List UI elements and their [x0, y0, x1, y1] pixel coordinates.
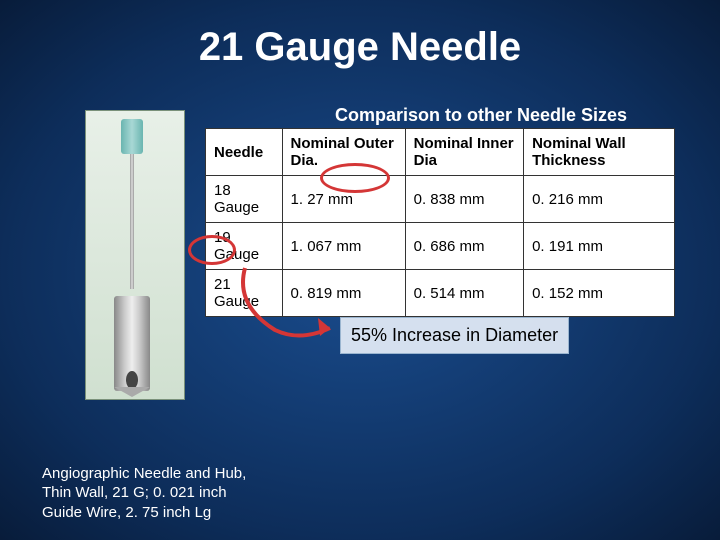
image-caption: Angiographic Needle and Hub, Thin Wall, …	[42, 464, 262, 523]
curved-arrow-icon	[230, 260, 350, 350]
cell: 0. 216 mm	[524, 176, 675, 223]
table-title: Comparison to other Needle Sizes	[335, 105, 675, 126]
header-inner-dia: Nominal Inner Dia	[405, 129, 523, 176]
cell: 0. 514 mm	[405, 270, 523, 317]
header-wall-thickness: Nominal Wall Thickness	[524, 129, 675, 176]
needle-illustration	[85, 110, 185, 400]
needle-hub	[121, 119, 143, 154]
cell: 0. 686 mm	[405, 223, 523, 270]
cell: 18 Gauge	[206, 176, 283, 223]
cell: 1. 27 mm	[282, 176, 405, 223]
table-row: 18 Gauge 1. 27 mm 0. 838 mm 0. 216 mm	[206, 176, 675, 223]
header-needle: Needle	[206, 129, 283, 176]
slide-title: 21 Gauge Needle	[0, 0, 720, 70]
table-header-row: Needle Nominal Outer Dia. Nominal Inner …	[206, 129, 675, 176]
cell: 0. 838 mm	[405, 176, 523, 223]
header-outer-dia: Nominal Outer Dia.	[282, 129, 405, 176]
cell: 0. 191 mm	[524, 223, 675, 270]
cell: 0. 152 mm	[524, 270, 675, 317]
needle-shaft	[130, 154, 134, 289]
callout-box: 55% Increase in Diameter	[340, 317, 569, 354]
needle-tip-point	[114, 387, 150, 397]
